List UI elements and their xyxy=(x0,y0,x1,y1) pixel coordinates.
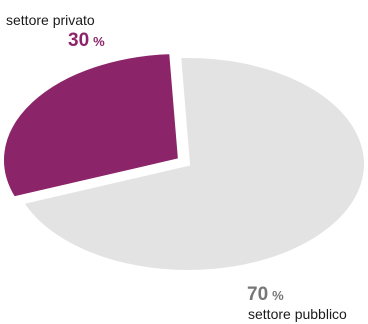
pie-slice-public xyxy=(18,54,368,274)
slice-value-private-number: 30 xyxy=(68,30,90,51)
pie-slices xyxy=(0,50,368,274)
pie-slice-private xyxy=(0,50,183,201)
slice-label-public: settore pubblico xyxy=(248,306,347,322)
slice-value-public-unit: % xyxy=(272,288,284,303)
slice-label-private: settore privato xyxy=(6,12,95,28)
slice-value-public: 70% xyxy=(247,284,284,306)
slice-value-private-unit: % xyxy=(93,34,105,49)
slice-value-private: 30% xyxy=(68,30,105,52)
slice-value-public-number: 70 xyxy=(247,284,269,305)
